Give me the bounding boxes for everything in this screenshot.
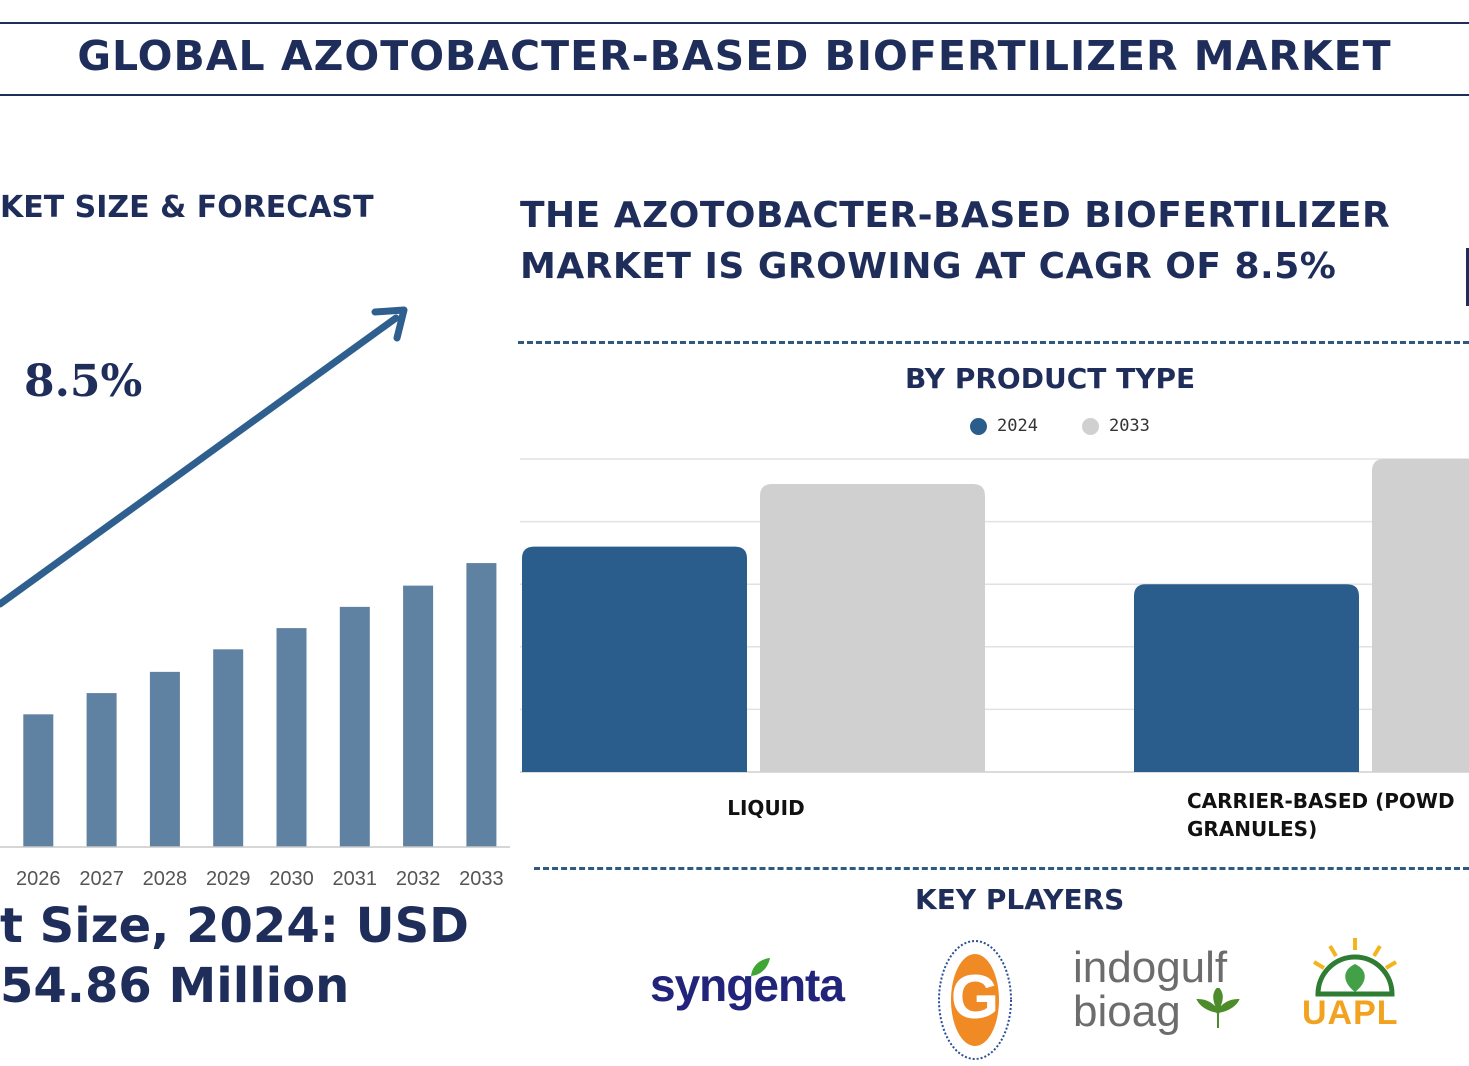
forecast-tick-2032: 2032 — [396, 868, 441, 890]
forecast-bar-2029 — [213, 649, 244, 847]
forecast-tick-2029: 2029 — [206, 868, 251, 890]
market-size-heading: KET SIZE & FORECAST — [0, 190, 374, 225]
growth-arrow — [0, 306, 408, 608]
forecast-bar-2033 — [466, 563, 497, 847]
cagr-heading-line-2: MARKET IS GROWING AT CAGR OF 8.5% — [520, 246, 1337, 287]
cagr-heading-line-1: THE AZOTOBACTER-BASED BIOFERTILIZER — [520, 195, 1391, 236]
uapl-logo: UAPL — [1300, 936, 1410, 1036]
indogulf-wordmark: indogulf bioag — [1073, 943, 1228, 1036]
forecast-bar-2027 — [86, 693, 117, 847]
gsfc-letter: G — [950, 963, 1000, 1032]
indogulf-logo: indogulf bioag — [1073, 946, 1243, 1034]
product-bar-2024-1 — [1134, 584, 1359, 772]
uapl-sun-icon — [1312, 938, 1398, 997]
chart-legend: 2024 2033 — [970, 416, 1150, 436]
gsfc-emblem-icon — [938, 940, 1012, 1060]
edge-mark — [1466, 248, 1469, 306]
syngenta-wordmark: syngenta — [650, 959, 845, 1011]
forecast-bar-2026 — [23, 714, 54, 847]
category-label-carrier: CARRIER-BASED (POWD GRANULES) — [1187, 787, 1469, 843]
market-size-line-1: t Size, 2024: USD — [0, 898, 470, 954]
legend-label-2024: 2024 — [997, 416, 1038, 436]
forecast-bar-2031 — [339, 606, 370, 847]
forecast-tick-2026: 2026 — [16, 868, 61, 890]
cagr-heading: THE AZOTOBACTER-BASED BIOFERTILIZER MARK… — [520, 190, 1390, 292]
divider-top — [518, 341, 1469, 344]
forecast-tick-2031: 2031 — [333, 868, 378, 890]
category-label-liquid: LIQUID — [727, 796, 805, 820]
legend-label-2033: 2033 — [1108, 416, 1150, 436]
legend-swatch-2024 — [970, 417, 987, 435]
forecast-tick-2030: 2030 — [269, 868, 314, 890]
category-label-carrier-text: CARRIER-BASED (POWD GRANULES) — [1187, 789, 1455, 841]
divider-bottom — [534, 867, 1469, 870]
product-type-title: BY PRODUCT TYPE — [905, 362, 1196, 395]
key-players-title: KEY PLAYERS — [915, 883, 1125, 916]
syngenta-leaf-icon — [751, 958, 770, 976]
forecast-bar-2028 — [149, 671, 180, 847]
forecast-chart: 2026 2027 2028 2029 2030 2031 2032 2033 — [0, 306, 510, 890]
title-band — [0, 22, 1469, 96]
product-chart-bars — [522, 459, 1469, 772]
gsfc-logo: G — [936, 938, 1014, 1062]
syngenta-logo: syngenta — [650, 958, 845, 1012]
product-type-chart — [520, 458, 1469, 773]
forecast-tick-2027: 2027 — [79, 868, 124, 890]
cagr-annotation: 8.5% — [24, 356, 143, 407]
forecast-bar-2030 — [276, 628, 307, 847]
forecast-bars — [23, 563, 497, 847]
cannabis-leaf-icon — [1196, 988, 1240, 1028]
forecast-tick-2033: 2033 — [459, 868, 504, 890]
product-bar-2024-0 — [522, 546, 747, 772]
forecast-bar-2032 — [403, 585, 434, 847]
forecast-tick-2028: 2028 — [143, 868, 188, 890]
forecast-ticks: 2026 2027 2028 2029 2030 2031 2032 2033 — [16, 868, 504, 890]
legend-swatch-2033 — [1081, 417, 1099, 435]
product-bar-2033-1 — [1372, 459, 1469, 772]
uapl-wordmark: UAPL — [1302, 994, 1399, 1032]
market-size-line-2: 54.86 Million — [0, 958, 350, 1014]
page-title: GLOBAL AZOTOBACTER-BASED BIOFERTILIZER M… — [77, 32, 1392, 80]
product-bar-2033-0 — [760, 484, 985, 772]
